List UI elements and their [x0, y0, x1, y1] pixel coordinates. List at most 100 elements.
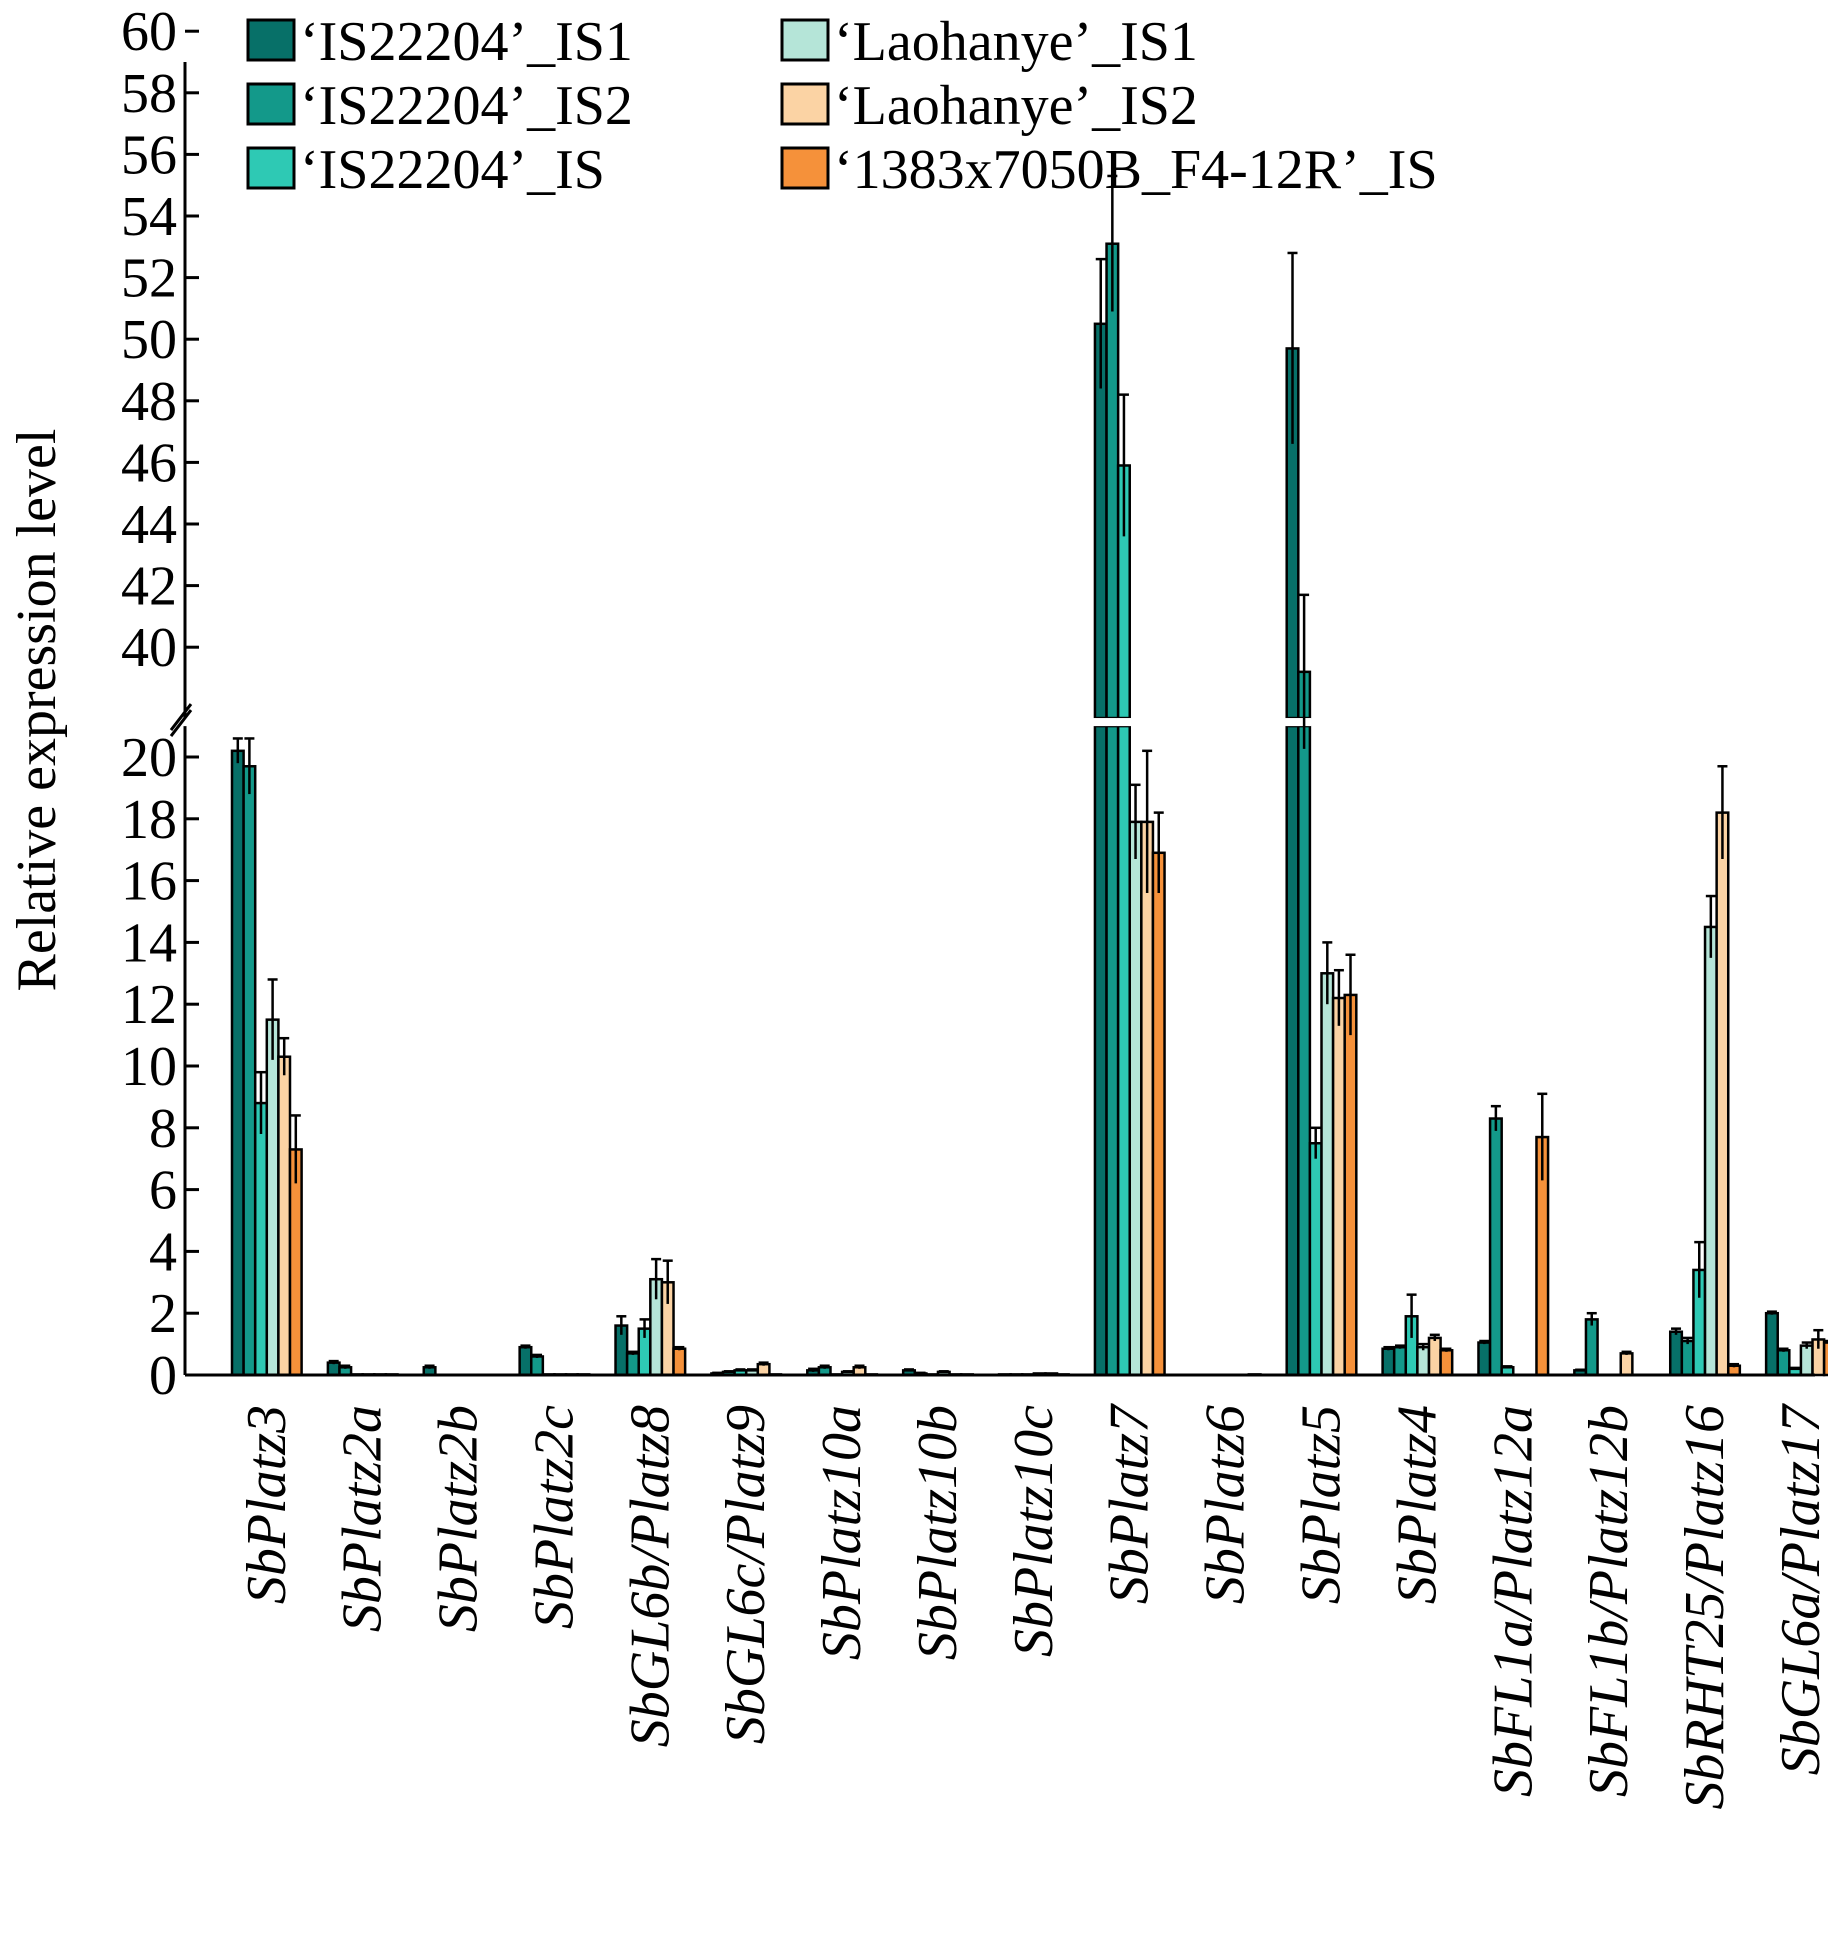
- category-label: SbFL1b/Platz12b: [1578, 1405, 1640, 1797]
- category-label: SbGL6c/Platz9: [715, 1405, 777, 1744]
- y-tick-label: 6: [149, 1160, 177, 1222]
- error-bars: [232, 174, 1828, 1375]
- y-tick-label: 44: [121, 494, 177, 556]
- y-tick-label: 54: [121, 186, 177, 248]
- bar: [1680, 1339, 1695, 1377]
- bar: [529, 1355, 545, 1377]
- bar: [1703, 925, 1718, 1377]
- legend-label: ‘IS22204’_IS: [300, 139, 605, 201]
- bar: [756, 1362, 771, 1377]
- legend-label: ‘Laohanye’_IS2: [834, 75, 1198, 137]
- bar: [1799, 1344, 1814, 1377]
- bars: [230, 242, 1828, 1377]
- y-tick-label: 50: [121, 309, 177, 371]
- bar: [1105, 242, 1120, 720]
- category-label: SbGL6a/Platz17: [1770, 1403, 1828, 1775]
- y-tick-label: 60: [121, 1, 177, 63]
- bar: [1331, 996, 1346, 1377]
- category-label: SbPlatz6: [1195, 1405, 1257, 1604]
- axis-break-gap: [1093, 718, 1109, 727]
- bar: [1093, 724, 1108, 1377]
- category-label: SbPlatz10a: [811, 1405, 873, 1660]
- bar: [1151, 851, 1166, 1377]
- bar: [1381, 1347, 1396, 1377]
- axis-break-mark: [169, 703, 193, 731]
- legend-swatch: [246, 82, 296, 126]
- axis-break-gap: [1116, 718, 1132, 727]
- bar: [1776, 1349, 1791, 1377]
- legend-label: ‘1383x7050B_F4-12R’_IS: [834, 139, 1438, 201]
- y-tick-label: 46: [121, 432, 177, 494]
- bar: [1488, 1117, 1503, 1377]
- y-tick-label: 14: [121, 912, 177, 974]
- category-labels: SbPlatz3 SbPlatz2a SbPlatz2b SbPlatz2c SbGL6…: [236, 1403, 1828, 1809]
- bar: [1140, 820, 1155, 1377]
- bar: [672, 1347, 687, 1377]
- bar: [1105, 724, 1120, 1377]
- legend-swatch: [780, 82, 830, 126]
- legend-swatch: [780, 18, 830, 62]
- category-label: SbPlatz2b: [428, 1405, 490, 1632]
- category-label: SbPlatz2c: [523, 1405, 585, 1629]
- category-label: SbPlatz7: [1099, 1403, 1161, 1604]
- bar: [1619, 1352, 1634, 1377]
- legend-swatch: [246, 146, 296, 190]
- y-tick-label: 42: [121, 556, 177, 618]
- y-tick-label: 4: [149, 1221, 177, 1283]
- y-tick-label: 18: [121, 789, 177, 851]
- bar: [230, 749, 245, 1377]
- bar: [1392, 1345, 1408, 1377]
- y-axis-label: Relative expression level: [6, 429, 68, 992]
- bar: [1416, 1345, 1431, 1377]
- legend-label: ‘IS22204’_IS1: [300, 11, 633, 73]
- category-label: SbRHT25/Platz16: [1674, 1405, 1736, 1809]
- y-tick-label: 20: [121, 727, 177, 789]
- y-tick-label: 8: [149, 1098, 177, 1160]
- y-tick-label: 12: [121, 974, 177, 1036]
- category-label: SbPlatz5: [1291, 1405, 1353, 1604]
- bar: [1308, 1142, 1323, 1377]
- bar: [277, 1055, 292, 1377]
- bar: [1668, 1330, 1684, 1377]
- bar: [1116, 724, 1131, 1377]
- bar: [1427, 1336, 1442, 1377]
- legend-swatch: [780, 146, 830, 190]
- category-label: SbPlatz10c: [1003, 1405, 1065, 1657]
- category-label: SbGL6b/Platz8: [619, 1405, 681, 1747]
- y-tick-label: 52: [121, 248, 177, 310]
- bar: [1320, 972, 1335, 1377]
- y-tick-label: 0: [149, 1345, 177, 1407]
- category-label: SbPlatz3: [236, 1405, 298, 1604]
- bar: [1439, 1349, 1454, 1377]
- y-tick-label: 16: [121, 851, 177, 913]
- bar: [625, 1352, 640, 1377]
- bar: [1764, 1311, 1779, 1377]
- legend-swatch: [246, 18, 296, 62]
- legend: ‘IS22204’_IS1‘IS22204’_IS2‘IS22204’_IS ‘L…: [246, 11, 1438, 201]
- y-tick-label: 48: [121, 371, 177, 433]
- legend-label: ‘Laohanye’_IS1: [834, 11, 1198, 73]
- bar: [1343, 993, 1358, 1377]
- y-tick-label: 2: [149, 1283, 177, 1345]
- bar: [518, 1345, 533, 1377]
- bar: [242, 765, 257, 1377]
- y-tick-label: 58: [121, 63, 177, 125]
- bar: [265, 1018, 280, 1377]
- category-label: SbPlatz10b: [907, 1405, 969, 1660]
- axis-break-mark: [169, 709, 193, 738]
- y-tick-label: 40: [121, 617, 177, 679]
- bar: [1297, 724, 1312, 1377]
- bar: [1822, 1341, 1828, 1377]
- axis-break-gap: [1105, 718, 1120, 727]
- legend-label: ‘IS22204’_IS2: [300, 75, 633, 137]
- bar: [1285, 724, 1300, 1377]
- bar: [1715, 811, 1730, 1377]
- bar: [253, 1101, 269, 1377]
- y-tick-label: 10: [121, 1036, 177, 1098]
- category-label: SbFL1a/Platz12a: [1482, 1405, 1544, 1797]
- category-label: SbPlatz2a: [332, 1405, 394, 1632]
- bar: [326, 1361, 341, 1377]
- bar: [1128, 820, 1143, 1377]
